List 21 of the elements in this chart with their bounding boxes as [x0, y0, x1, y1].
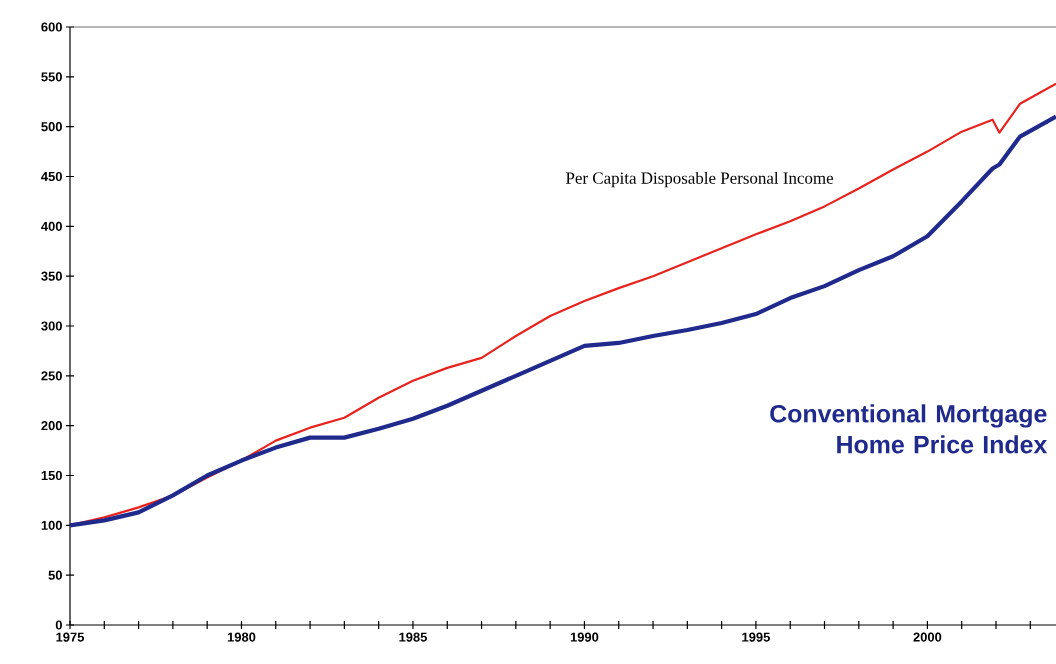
series-label: Per Capita Disposable Personal Income — [565, 171, 834, 188]
y-tick-label: 600 — [41, 22, 62, 32]
x-tick-label: 1990 — [570, 632, 599, 642]
y-tick-label: 400 — [41, 221, 62, 231]
y-tick-label: 550 — [41, 72, 62, 82]
text: Conventional Mortgage Home Price Index — [770, 404, 1048, 454]
x-tick-label: 1985 — [399, 632, 427, 642]
y-tick-label: 250 — [41, 371, 62, 381]
y-tick-label: 200 — [41, 421, 62, 431]
y-tick-label: 100 — [41, 520, 62, 530]
y-tick-label: 500 — [41, 122, 62, 132]
x-tick-label: 1980 — [227, 632, 256, 642]
y-tick-label: 350 — [41, 271, 62, 281]
y-tick-label: 450 — [41, 171, 62, 182]
y-tick-label: 0 — [55, 620, 62, 630]
y-tick-label: 150 — [41, 470, 62, 481]
x-tick-label: 2000 — [913, 632, 942, 642]
y-tick-label: 50 — [48, 570, 62, 580]
y-tick-label: 300 — [41, 321, 62, 331]
x-tick-label: 1995 — [742, 632, 770, 642]
x-tick-label: 1975 — [56, 632, 85, 642]
